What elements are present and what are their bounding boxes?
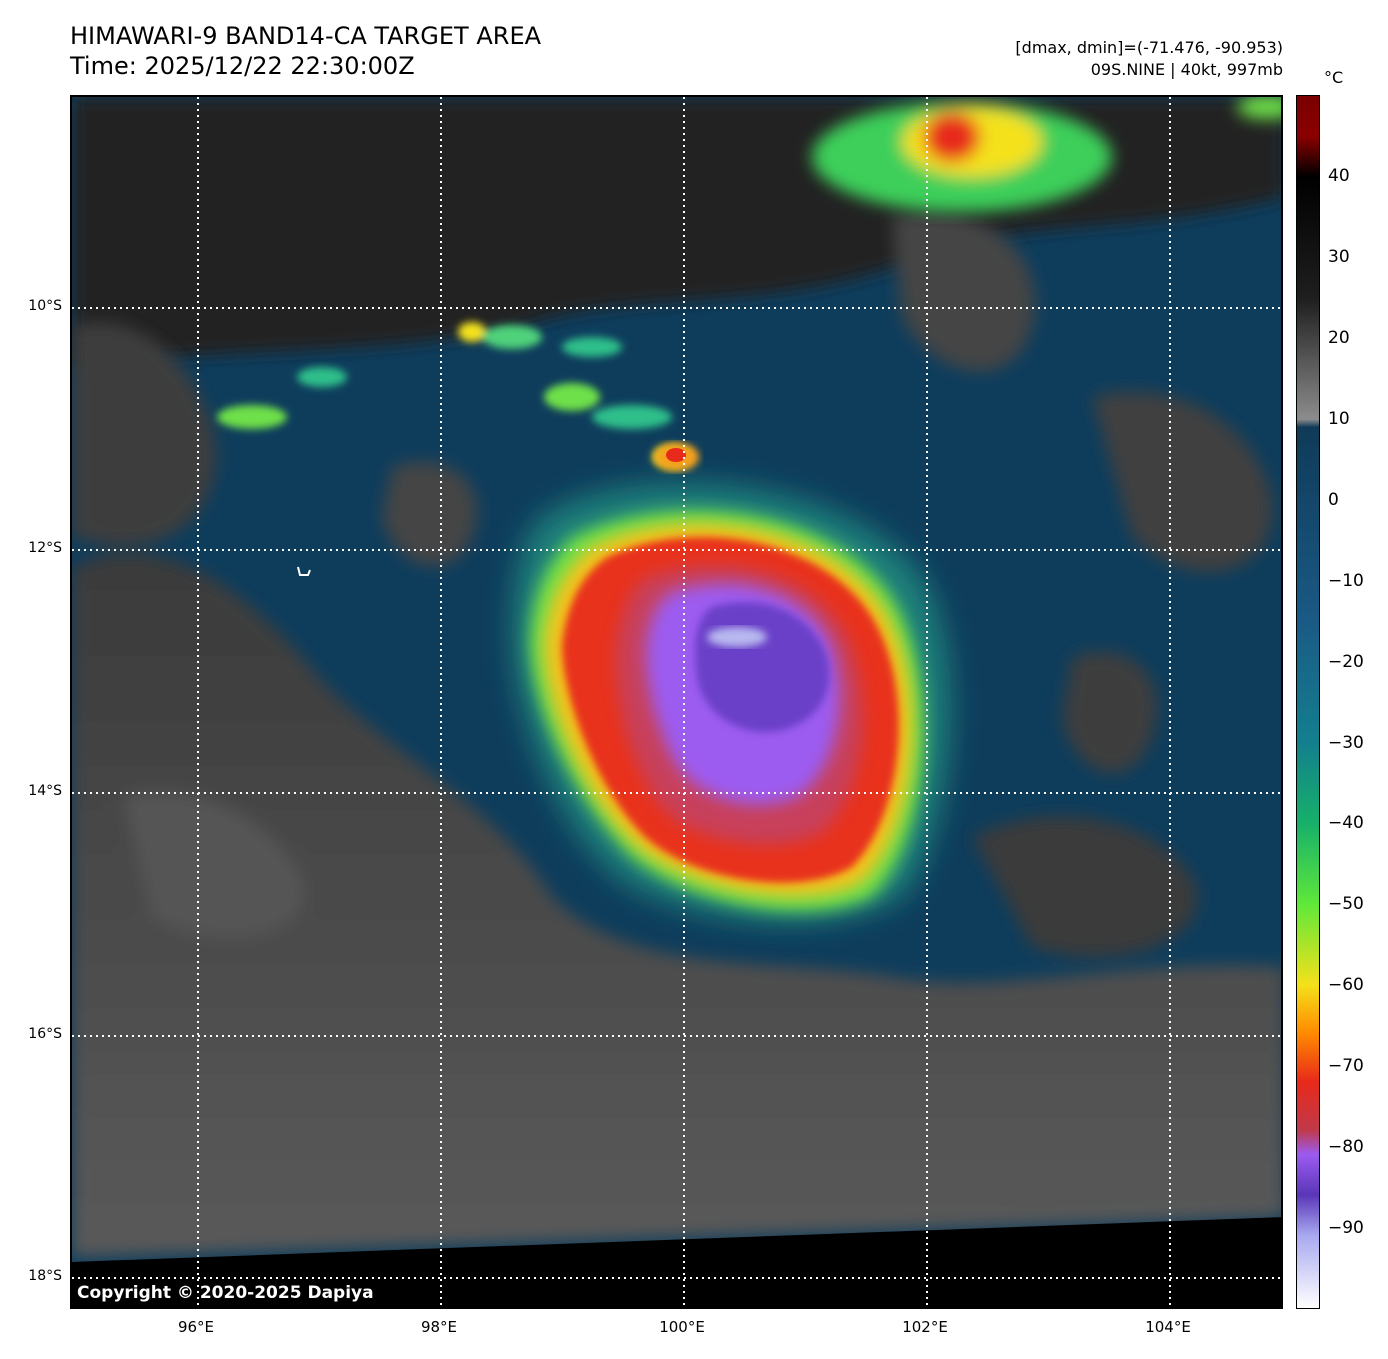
- lat-label-12s: 12°S: [28, 540, 62, 556]
- lon-label-102e: 102°E: [902, 1318, 948, 1336]
- map-imagery: [72, 97, 1281, 1307]
- colorbar-tick-label: 20: [1328, 327, 1350, 348]
- lat-label-18s: 18°S: [28, 1268, 62, 1284]
- colorbar-tick-label: −50: [1328, 894, 1364, 915]
- colorbar-tick-label: −20: [1328, 651, 1364, 672]
- space-background: [72, 1217, 1281, 1307]
- low-cloud-fields: [72, 212, 1281, 1257]
- lon-label-96e: 96°E: [177, 1318, 215, 1336]
- colorbar-unit: °C: [1324, 68, 1344, 87]
- colorbar-tick-label: 0: [1328, 489, 1339, 510]
- time-stamp: Time: 2025/12/22 22:30:00Z: [70, 52, 415, 80]
- colorbar-tick-label: −30: [1328, 732, 1364, 753]
- satellite-map: Copyright © 2020-2025 Dapiya: [70, 95, 1283, 1309]
- chart-title: HIMAWARI-9 BAND14-CA TARGET AREA: [70, 22, 542, 50]
- lon-label-100e: 100°E: [659, 1318, 705, 1336]
- colorbar-tick-label: 40: [1328, 165, 1350, 186]
- lat-label-16s: 16°S: [28, 1026, 62, 1042]
- copyright-text: Copyright © 2020-2025 Dapiya: [77, 1283, 374, 1303]
- colorbar-tick-label: 10: [1328, 408, 1350, 429]
- storm-info: 09S.NINE | 40kt, 997mb: [1090, 60, 1283, 79]
- colorbar-tick-label: −40: [1328, 813, 1364, 834]
- colorbar-tick-label: −70: [1328, 1056, 1364, 1077]
- lon-label-98e: 98°E: [420, 1318, 458, 1336]
- colorbar: [1296, 95, 1320, 1309]
- lat-label-10s: 10°S: [28, 298, 62, 314]
- colorbar-tick-label: −80: [1328, 1137, 1364, 1158]
- colorbar-tick-label: −60: [1328, 975, 1364, 996]
- colorbar-tick-label: −10: [1328, 570, 1364, 591]
- colorbar-tick-label: 30: [1328, 246, 1350, 267]
- graticule: [72, 97, 1281, 1307]
- dmax-dmin-readout: [dmax, dmin]=(-71.476, -90.953): [1015, 38, 1283, 57]
- lat-label-14s: 14°S: [28, 783, 62, 799]
- cyclone-cloud-shield: [512, 443, 951, 923]
- lon-label-104e: 104°E: [1145, 1318, 1191, 1336]
- colorbar-tick-label: −90: [1328, 1218, 1364, 1239]
- convection-northeast: [812, 97, 1281, 212]
- island-coastline: [297, 566, 311, 576]
